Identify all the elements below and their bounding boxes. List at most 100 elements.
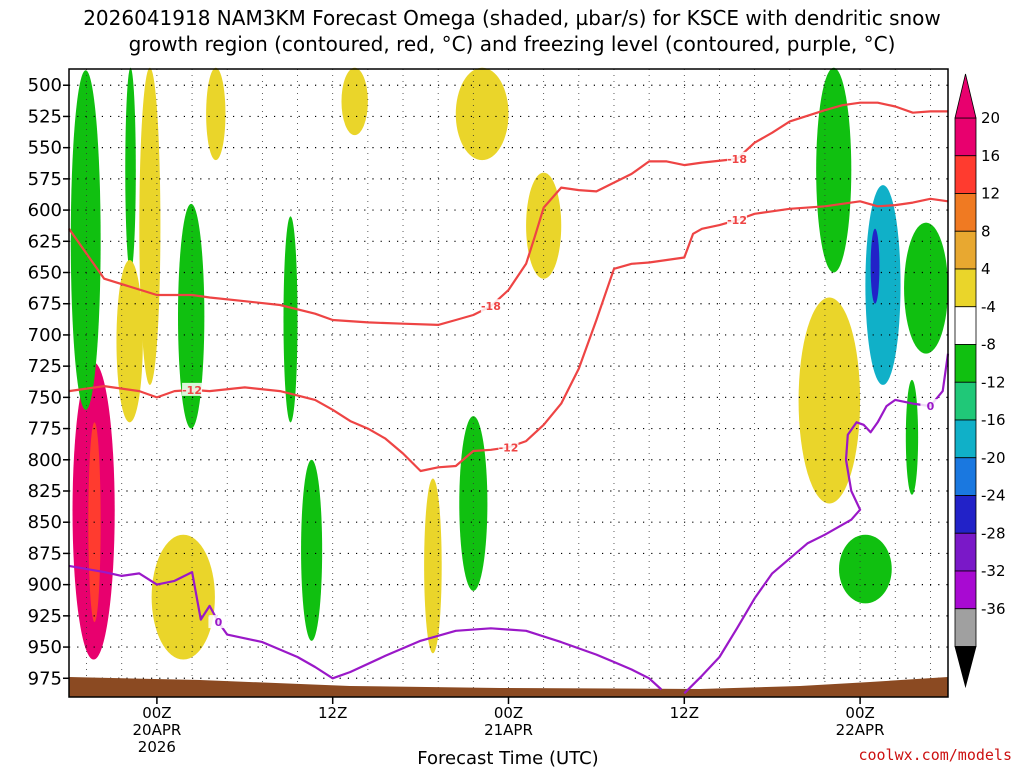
colorbar-label-7: -12 <box>981 373 1006 391</box>
ytick-label-725: 725 <box>28 356 62 377</box>
colorbar-cell-4 <box>954 268 977 308</box>
ytick-label-875: 875 <box>28 543 62 564</box>
colorbar-label-0: 20 <box>981 109 1000 127</box>
omega-region-16 <box>798 297 861 504</box>
colorbar-cell-12 <box>954 570 977 610</box>
xtick-label-2-1: 21APR <box>484 721 533 739</box>
colorbar-bottom-arrow <box>954 646 977 689</box>
colorbar-label-10: -24 <box>981 487 1006 505</box>
colorbar-cell-11 <box>954 532 977 572</box>
colorbar-cell-2 <box>954 193 977 232</box>
colorbar-cell-7 <box>954 381 977 421</box>
colorbar-label-8: -16 <box>981 411 1006 429</box>
credit-text: coolwx.com/models <box>858 746 1012 764</box>
contour-line-3 <box>683 353 950 695</box>
ytick-label-775: 775 <box>28 419 62 440</box>
colorbar-cell-8 <box>954 419 977 459</box>
xtick-label-3-0: 12Z <box>670 704 699 722</box>
colorbar-cell-6 <box>954 344 977 383</box>
omega-region-6 <box>206 67 226 161</box>
xtick-label-0-2: 2026 <box>138 738 176 756</box>
contour-label-bg <box>727 213 748 227</box>
colorbar-label-3: 8 <box>981 222 991 240</box>
x-axis-label: Forecast Time (UTC) <box>417 748 598 768</box>
contour-label-bg <box>920 399 941 413</box>
ytick-label-900: 900 <box>28 575 62 596</box>
xtick-label-1-0: 12Z <box>318 704 347 722</box>
ytick-label-675: 675 <box>28 294 62 315</box>
colorbar-cell-5 <box>954 306 977 345</box>
colorbar-top-arrow <box>954 73 977 119</box>
ytick-label-975: 975 <box>28 668 62 689</box>
omega-region-9 <box>283 216 298 423</box>
colorbar-label-6: -8 <box>981 336 996 354</box>
contour-label-bg <box>498 440 519 454</box>
ytick-label-625: 625 <box>28 231 62 252</box>
contour-label-bg <box>182 382 203 396</box>
omega-region-7 <box>177 203 205 429</box>
omega-region-4 <box>139 67 161 385</box>
colorbar-label-2: 12 <box>981 185 1000 203</box>
contour-label-bg <box>480 299 501 313</box>
colorbar-cell-0 <box>954 117 977 157</box>
colorbar-label-12: -32 <box>981 562 1006 580</box>
ytick-label-700: 700 <box>28 325 62 346</box>
xtick-label-4-0: 00Z <box>845 704 874 722</box>
contour-label: -18 <box>727 153 747 166</box>
ytick-label-850: 850 <box>28 512 62 533</box>
omega-region-10 <box>301 459 323 641</box>
contour-label: 0 <box>927 400 935 413</box>
omega-region-5 <box>116 260 143 423</box>
omega-region-14 <box>455 67 509 161</box>
ytick-label-550: 550 <box>28 138 62 159</box>
contour-label: -12 <box>499 441 519 454</box>
colorbar-label-13: -36 <box>981 600 1006 618</box>
omega-region-17 <box>816 67 852 273</box>
chart-title-line1: 2026041918 NAM3KM Forecast Omega (shaded… <box>83 6 941 30</box>
ytick-label-600: 600 <box>28 200 62 221</box>
contour-label: 0 <box>215 616 223 629</box>
colorbar-label-9: -20 <box>981 449 1006 467</box>
ytick-label-575: 575 <box>28 169 62 190</box>
xtick-label-2-0: 00Z <box>494 704 523 722</box>
colorbar-label-4: 4 <box>981 260 991 278</box>
colorbar-label-11: -28 <box>981 524 1006 542</box>
ytick-label-500: 500 <box>28 75 62 96</box>
contour-lines: -18 -18 -12 -12 -12 0 0 <box>68 101 950 695</box>
colorbar-label-5: -4 <box>981 298 996 316</box>
colorbar-cell-10 <box>954 495 977 534</box>
omega-region-3 <box>125 67 136 273</box>
omega-region-19 <box>865 185 901 385</box>
xtick-label-0-0: 00Z <box>142 704 171 722</box>
omega-region-18 <box>905 379 919 495</box>
chart-title-line2: growth region (contoured, red, °C) and f… <box>129 32 896 56</box>
ytick-label-525: 525 <box>28 106 62 127</box>
colorbar-cell-3 <box>954 230 977 270</box>
ytick-label-650: 650 <box>28 263 62 284</box>
terrain-band <box>69 677 948 697</box>
omega-region-8 <box>151 534 215 660</box>
contour-label: -12 <box>182 384 202 397</box>
omega-region-13 <box>341 67 368 136</box>
colorbar-label-1: 16 <box>981 147 1000 165</box>
contour-label: -18 <box>481 300 501 313</box>
omega-shading <box>70 67 949 660</box>
xtick-label-0-1: 20APR <box>132 721 181 739</box>
omega-region-2 <box>70 70 101 410</box>
omega-region-22 <box>839 534 892 604</box>
contour-label-bg <box>727 151 748 165</box>
omega-region-12 <box>459 416 488 591</box>
y-axis-ticks: 500 525 550 575 600 625 650 675 700 725 750 775 800 8… <box>28 75 69 689</box>
ytick-label-925: 925 <box>28 606 62 627</box>
contour-line-0 <box>68 101 948 326</box>
contour-label: -12 <box>727 214 747 227</box>
contour-line-1 <box>68 197 949 473</box>
ytick-label-825: 825 <box>28 481 62 502</box>
contour-label-bg <box>208 615 229 629</box>
ytick-label-750: 750 <box>28 387 62 408</box>
colorbar-cell-9 <box>954 457 977 496</box>
colorbar-cell-13 <box>954 608 977 647</box>
ytick-label-800: 800 <box>28 450 62 471</box>
